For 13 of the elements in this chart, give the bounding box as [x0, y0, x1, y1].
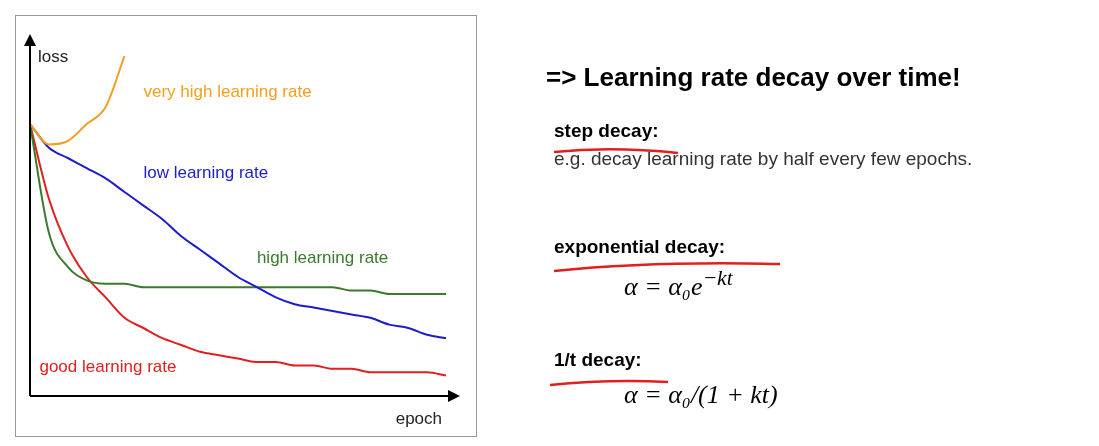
text: step decay:	[554, 120, 659, 142]
text: e.g. decay learning rate by half every few epochs.	[554, 148, 973, 170]
text: α = α₀/(1 + kt)	[624, 380, 778, 410]
text: α = α₀e$^{−kt}$	[624, 266, 733, 302]
y-axis-title: loss	[38, 47, 69, 66]
x-axis-title: epoch	[395, 409, 442, 428]
text: exponential decay:	[554, 236, 726, 258]
series-label: good learning rate	[39, 357, 177, 377]
text: 1/t decay:	[554, 349, 642, 371]
series-label: very high learning rate	[143, 81, 312, 101]
series-label: low learning rate	[143, 163, 269, 183]
series-label: high learning rate	[256, 248, 389, 268]
text: => Learning rate decay over time!	[546, 62, 961, 93]
